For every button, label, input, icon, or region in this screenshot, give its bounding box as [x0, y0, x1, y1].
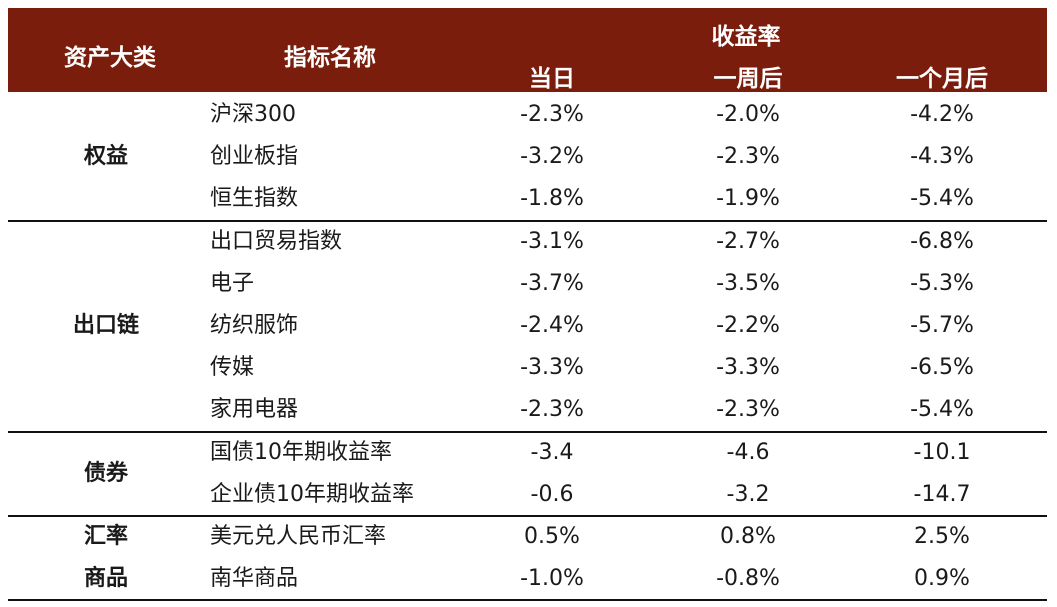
table-row: 创业板指 -3.2% -2.3% -4.3% — [8, 136, 1047, 178]
group-divider — [8, 515, 1047, 517]
indicator-name: 沪深300 — [210, 102, 296, 127]
table-row: 恒生指数 -1.8% -1.9% -5.4% — [8, 178, 1047, 220]
group-divider — [8, 430, 1047, 433]
value-one-week: -2.2% — [716, 313, 780, 338]
header-one-week: 一周后 — [713, 66, 783, 92]
value-one-week: -3.2 — [726, 481, 770, 507]
value-one-month: 2.5% — [914, 524, 970, 549]
value-same-day: 0.5% — [524, 524, 580, 549]
indicator-name: 电子 — [210, 270, 255, 296]
header-return-group: 收益率 — [711, 24, 781, 50]
value-same-day: -2.3% — [520, 397, 584, 423]
category-label: 商品 — [83, 566, 129, 592]
category-label: 债券 — [83, 460, 129, 486]
value-one-month: -14.7 — [913, 481, 971, 507]
table-row: 南华商品 -1.0% -0.8% 0.9% — [8, 558, 1047, 600]
value-one-week: -3.3% — [716, 355, 780, 381]
value-same-day: -3.1% — [520, 228, 584, 254]
category-label: 汇率 — [83, 524, 129, 549]
value-same-day: -2.3% — [520, 102, 584, 127]
value-one-week: -3.5% — [716, 270, 780, 296]
table-row: 传媒 -3.3% -3.3% -6.5% — [8, 347, 1047, 389]
value-one-week: -4.6 — [726, 439, 770, 465]
table-row: 纺织服饰 -2.4% -2.2% -5.7% — [8, 305, 1047, 347]
indicator-name: 恒生指数 — [210, 186, 299, 212]
value-same-day: -3.3% — [520, 355, 584, 381]
header-one-month: 一个月后 — [896, 66, 988, 92]
indicator-name: 纺织服饰 — [210, 313, 299, 338]
indicator-name: 国债10年期收益率 — [210, 439, 392, 465]
table-row: 企业债10年期收益率 -0.6 -3.2 -14.7 — [8, 474, 1047, 516]
value-one-week: -1.9% — [716, 186, 780, 212]
category-label: 权益 — [83, 144, 129, 170]
value-same-day: -1.0% — [520, 566, 584, 592]
value-same-day: -3.2% — [520, 144, 584, 170]
value-one-week: -2.3% — [716, 144, 780, 170]
value-one-month: -4.2% — [910, 102, 974, 127]
value-one-month: -6.8% — [910, 228, 974, 254]
value-one-month: -5.4% — [910, 186, 974, 212]
group-divider — [8, 599, 1047, 602]
value-one-month: 0.9% — [914, 566, 970, 592]
indicator-name: 南华商品 — [210, 566, 299, 592]
indicator-name: 传媒 — [210, 355, 255, 381]
indicator-name: 出口贸易指数 — [210, 228, 343, 254]
table-header: 资产大类 指标名称 收益率 当日 一周后 一个月后 — [8, 8, 1047, 92]
table-row: 美元兑人民币汇率 0.5% 0.8% 2.5% — [8, 516, 1047, 558]
category-label: 出口链 — [72, 313, 140, 338]
value-one-week: -2.7% — [716, 228, 780, 254]
value-one-month: -4.3% — [910, 144, 974, 170]
value-one-month: -5.4% — [910, 397, 974, 423]
value-one-week: -2.0% — [716, 102, 780, 127]
value-same-day: -3.4 — [530, 439, 574, 465]
group-divider — [8, 219, 1047, 222]
value-same-day: -1.8% — [520, 186, 584, 212]
value-one-month: -10.1 — [913, 439, 971, 465]
table-row: 电子 -3.7% -3.5% -5.3% — [8, 263, 1047, 305]
indicator-name: 企业债10年期收益率 — [210, 481, 414, 507]
value-one-month: -5.7% — [910, 313, 974, 338]
value-one-week: -0.8% — [716, 566, 780, 592]
header-category: 资产大类 — [64, 45, 156, 71]
value-one-month: -6.5% — [910, 355, 974, 381]
indicator-name: 美元兑人民币汇率 — [210, 524, 387, 549]
table-row: 家用电器 -2.3% -2.3% -5.4% — [8, 389, 1047, 431]
header-indicator: 指标名称 — [284, 45, 376, 71]
value-one-week: -2.3% — [716, 397, 780, 423]
value-same-day: -0.6 — [530, 481, 574, 507]
value-same-day: -3.7% — [520, 270, 584, 296]
value-same-day: -2.4% — [520, 313, 584, 338]
value-one-week: 0.8% — [720, 524, 776, 549]
indicator-name: 家用电器 — [210, 397, 299, 423]
indicator-name: 创业板指 — [210, 144, 299, 170]
value-one-month: -5.3% — [910, 270, 974, 296]
table-row: 出口贸易指数 -3.1% -2.7% -6.8% — [8, 221, 1047, 263]
table-row: 国债10年期收益率 -3.4 -4.6 -10.1 — [8, 432, 1047, 474]
table-row: 沪深300 -2.3% -2.0% -4.2% — [8, 94, 1047, 136]
header-same-day: 当日 — [529, 66, 575, 92]
